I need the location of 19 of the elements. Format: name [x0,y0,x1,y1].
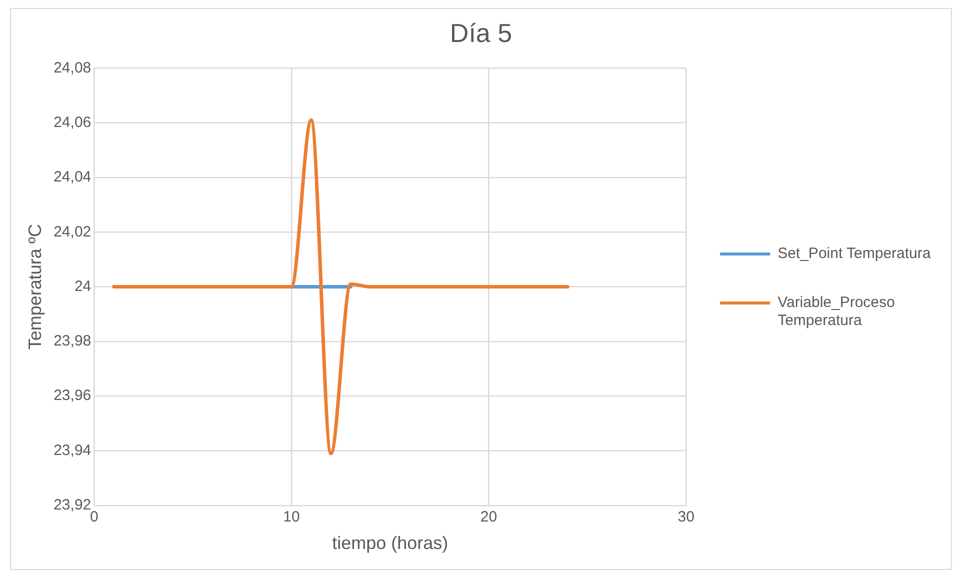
line-series [112,118,570,456]
x-axis-title: tiempo (horas) [332,533,448,554]
y-tick-label: 23,96 [54,387,92,404]
y-axis-title: Temperatura ºC [24,224,45,350]
y-tick-label: 24,08 [54,59,92,76]
y-tick-label: 24,06 [54,114,92,131]
y-tick-label: 24 [74,278,92,295]
y-tick-label: 23,92 [54,496,92,514]
legend-label: Set_Point Temperatura [778,245,932,262]
x-tick-label: 0 [90,508,98,526]
x-tick-label: 10 [283,508,300,526]
y-tick-label: 23,94 [54,442,92,459]
y-tick-label: 24,02 [54,223,92,240]
x-tick-label: 20 [480,508,498,526]
legend-label: Variable_Proceso Temperatura [778,294,895,330]
y-tick-label: 23,98 [54,332,92,350]
chart-title: Día 5 [450,18,512,48]
y-tick-label: 24,04 [54,168,92,186]
x-tick-label: 30 [678,508,694,526]
